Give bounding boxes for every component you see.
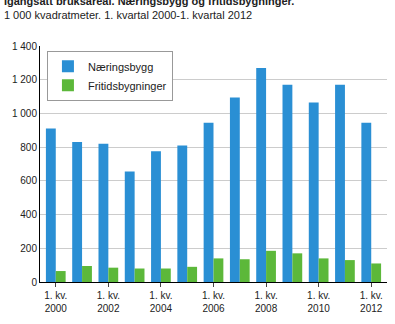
svg-text:Fritidsbygninger: Fritidsbygninger — [88, 80, 167, 92]
svg-text:1. kv.2012: 1. kv.2012 — [360, 290, 383, 314]
svg-text:1. kv.2010: 1. kv.2010 — [307, 290, 330, 314]
svg-text:1 400: 1 400 — [12, 41, 37, 52]
svg-text:Næringsbygg: Næringsbygg — [88, 61, 153, 73]
svg-text:600: 600 — [20, 175, 37, 186]
svg-text:1. kv.2006: 1. kv.2006 — [202, 290, 225, 314]
svg-text:1 000: 1 000 — [12, 108, 37, 119]
svg-text:1. kv.2000: 1. kv.2000 — [44, 290, 67, 314]
svg-text:400: 400 — [20, 209, 37, 220]
svg-text:1. kv.2002: 1. kv.2002 — [97, 290, 120, 314]
svg-text:1. kv.2008: 1. kv.2008 — [255, 290, 278, 314]
svg-text:800: 800 — [20, 142, 37, 153]
svg-text:Igangsatt bruksareal. Næringsb: Igangsatt bruksareal. Næringsbygg og fri… — [4, 0, 294, 21]
svg-text:1. kv.2004: 1. kv.2004 — [149, 290, 172, 314]
svg-text:1 200: 1 200 — [12, 74, 37, 85]
svg-text:0: 0 — [31, 277, 37, 288]
svg-text:200: 200 — [20, 243, 37, 254]
